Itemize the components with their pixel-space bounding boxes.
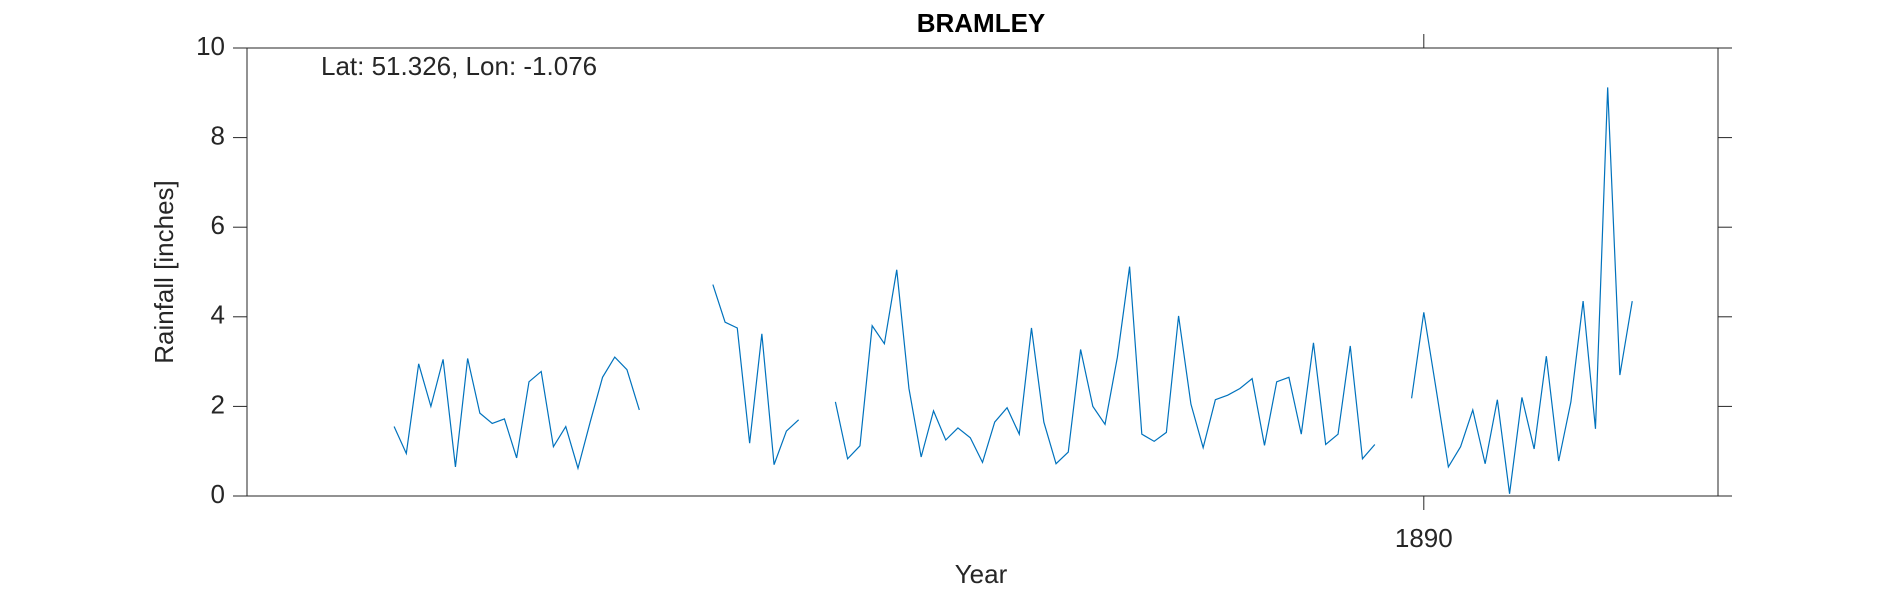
y-tick-label: 0	[211, 479, 225, 509]
y-tick-label: 6	[211, 210, 225, 240]
y-tick-label: 10	[196, 31, 225, 61]
data-line	[393, 87, 1633, 494]
y-tick-label: 2	[211, 389, 225, 419]
x-tick-label: 1890	[1395, 523, 1453, 553]
y-axis-label: Rainfall [inches]	[149, 180, 179, 364]
y-tick-label: 8	[211, 120, 225, 150]
axes-box	[246, 47, 1719, 497]
y-tick-label: 4	[211, 300, 225, 330]
x-axis-label: Year	[955, 559, 1008, 589]
chart-title: BRAMLEY	[917, 8, 1046, 38]
annotation: Lat: 51.326, Lon: -1.076	[321, 51, 597, 81]
